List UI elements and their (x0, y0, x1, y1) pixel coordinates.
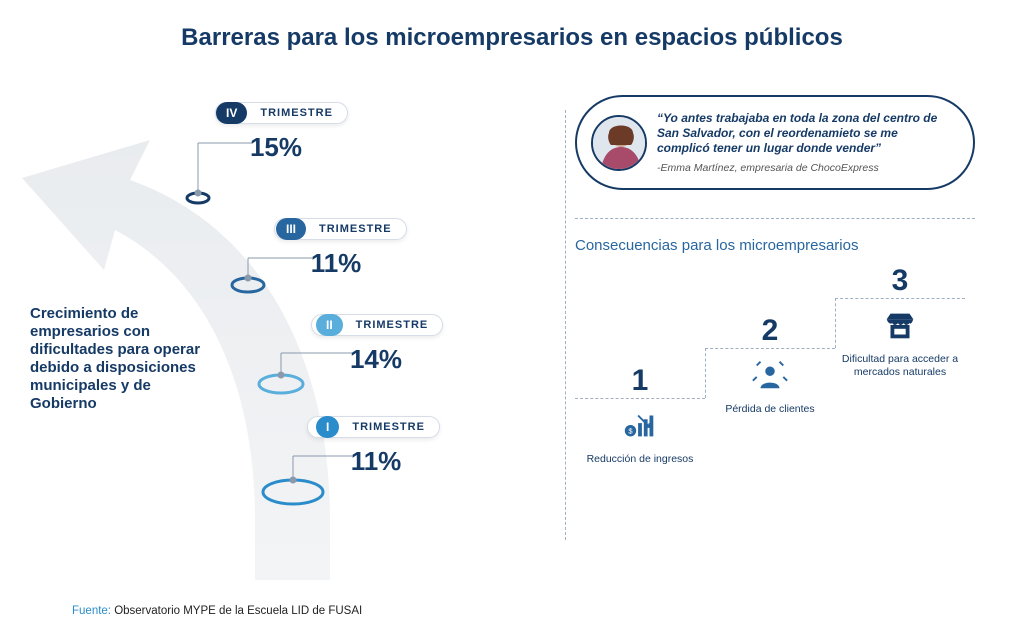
market-icon (881, 306, 919, 344)
step-1-num: 1 (575, 364, 705, 398)
quote-author: -Emma Martínez, empresaria de ChocoExpre… (657, 162, 945, 174)
quarter-1: I TRIMESTRE 11% (316, 416, 440, 438)
step-2-label: Pérdida de clientes (705, 403, 835, 416)
quote-box: “Yo antes trabajaba en toda la zona del … (575, 95, 975, 190)
quarter-2-pct: 14% (316, 344, 436, 375)
step-3: 3 Dificultad para acceder a mercados nat… (835, 264, 965, 379)
quarter-3-badge: III (276, 218, 306, 240)
growth-description: Crecimiento de empresarios con dificulta… (30, 305, 210, 413)
consequences-title: Consecuencias para los microempresarios (575, 237, 995, 254)
quarter-3-pct: 11% (276, 248, 396, 279)
quarter-4-badge: IV (216, 102, 247, 124)
step-3-num: 3 (835, 264, 965, 298)
consequences-steps: 1 $ Reducción de ingresos 2 Pérdida de c… (575, 268, 975, 498)
right-column: “Yo antes trabajaba en toda la zona del … (575, 95, 995, 498)
quarter-2-badge: II (316, 314, 343, 336)
quarter-3: III TRIMESTRE 11% (276, 218, 407, 240)
source-text: Observatorio MYPE de la Escuela LID de F… (111, 605, 362, 617)
horizontal-divider (575, 218, 975, 219)
step-1: 1 $ Reducción de ingresos (575, 364, 705, 466)
quarter-4-pct: 15% (216, 132, 336, 163)
quarter-2: II TRIMESTRE 14% (316, 314, 443, 336)
vertical-divider (565, 110, 566, 540)
client-loss-icon (751, 356, 789, 394)
source: Fuente: Observatorio MYPE de la Escuela … (72, 605, 362, 617)
step-2: 2 Pérdida de clientes (705, 314, 835, 416)
quote-text: “Yo antes trabajaba en toda la zona del … (657, 111, 945, 156)
left-column: IV TRIMESTRE 15% III TRIMESTRE 11% II TR… (0, 70, 560, 570)
page-title: Barreras para los microempresarios en es… (0, 0, 1024, 52)
money-down-icon: $ (621, 406, 659, 444)
quote-avatar (591, 115, 647, 171)
quarter-1-pct: 11% (316, 446, 436, 477)
step-1-label: Reducción de ingresos (575, 453, 705, 466)
step-3-label: Dificultad para acceder a mercados natur… (835, 353, 965, 379)
quarter-1-badge: I (316, 416, 339, 438)
source-label: Fuente: (72, 605, 111, 617)
quarter-4: IV TRIMESTRE 15% (216, 102, 348, 124)
step-2-num: 2 (705, 314, 835, 348)
